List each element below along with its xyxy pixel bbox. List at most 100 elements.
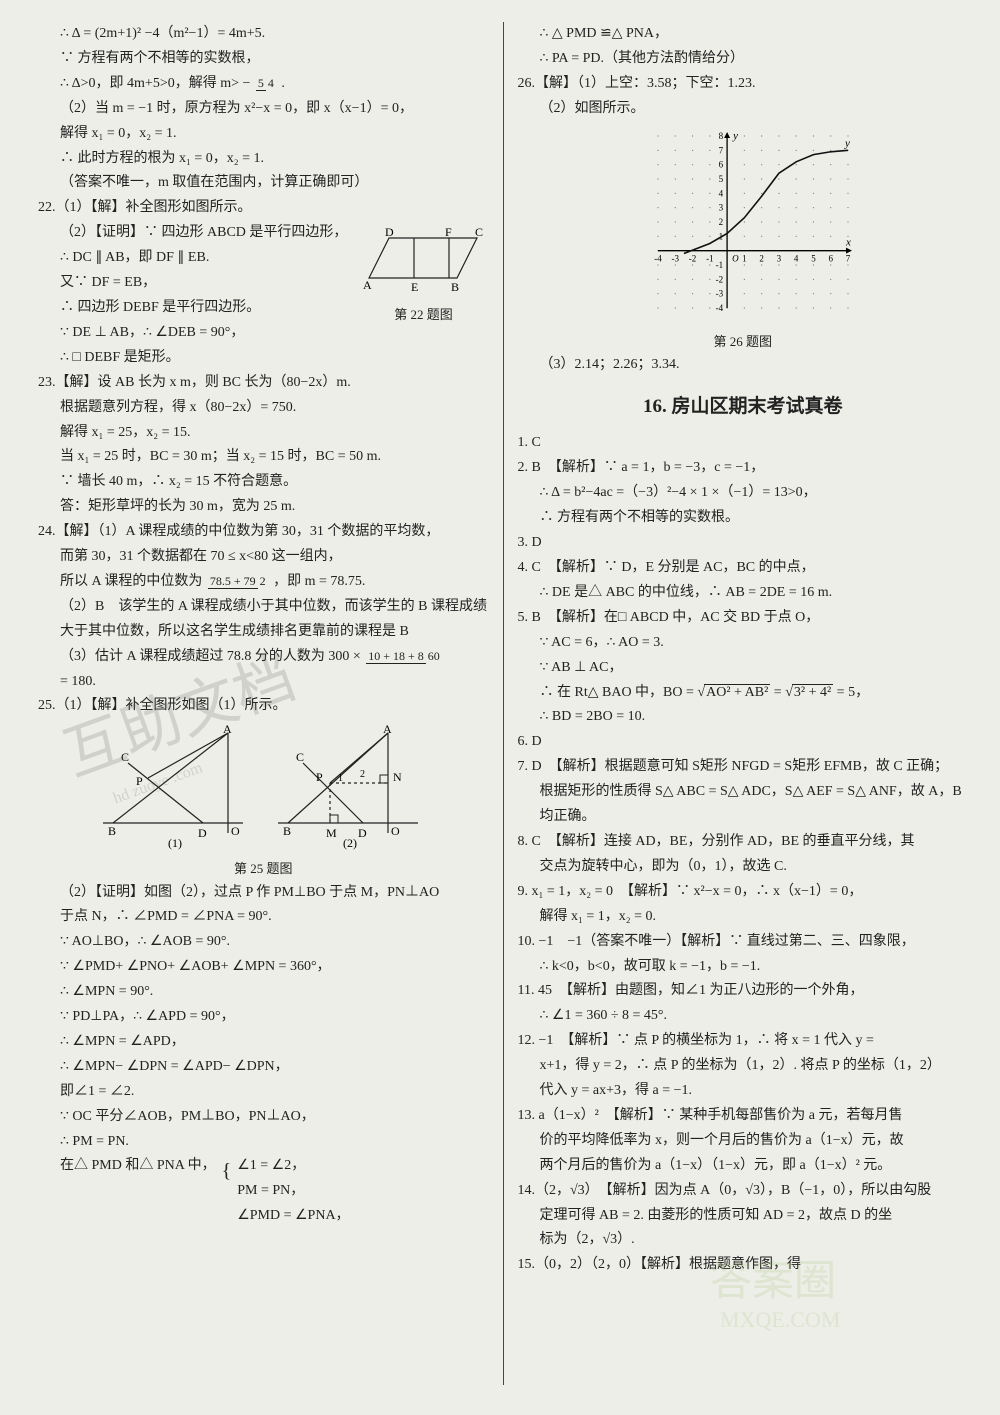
watermark: 互助文档 hd zuoye .com (56, 607, 336, 807)
text-line: 于点 N，∴ ∠PMD = ∠PNA = 90°. (38, 905, 489, 930)
column-divider (503, 22, 504, 1385)
svg-text:MXQE.COM: MXQE.COM (720, 1307, 840, 1332)
svg-text:3: 3 (776, 253, 781, 263)
answer: 3. D (518, 531, 969, 556)
answer: 2. B 【解析】∵ a = 1，b = −3，c = −1， (518, 456, 969, 481)
text-line: 而第 30，31 个数据都在 70 ≤ x<80 这一组内， (38, 545, 489, 570)
svg-text:D: D (198, 826, 207, 840)
text-line: 价的平均降低率为 x，则一个月后的售价为 a（1−x）元，故 (518, 1129, 969, 1154)
text-line: ∴ k<0，b<0，故可取 k = −1，b = −1. (518, 955, 969, 980)
svg-text:6: 6 (718, 159, 723, 169)
svg-text:B: B (451, 280, 459, 294)
figure-25-caption: 第 25 题图 (38, 857, 489, 880)
svg-text:C: C (475, 225, 483, 239)
figure-26-caption: 第 26 题图 (518, 330, 969, 353)
text-line: （答案不唯一，m 取值在范围内，计算正确即可） (38, 171, 489, 196)
svg-text:7: 7 (846, 253, 851, 263)
text-line: 解得 x₁ = 1，x₂ = 0. (518, 905, 969, 930)
svg-text:(2): (2) (343, 836, 357, 850)
answer: 10. −1 −1（答案不唯一）【解析】∵ 直线过第二、三、四象限， (518, 930, 969, 955)
fraction: 78.5 + 792 (208, 575, 268, 588)
text-line: ∴ PM = PN. (38, 1130, 489, 1155)
svg-text:y: y (732, 130, 738, 142)
sqrt-icon: AO² + AB² (697, 685, 770, 700)
text: = (774, 685, 782, 700)
text-line: 根据矩形的性质得 S△ ABC = S△ ADC，S△ AEF = S△ ANF… (518, 780, 969, 805)
text-line: ∵ AC = 6，∴ AO = 3. (518, 631, 969, 656)
answer: 5. B 【解析】在□ ABCD 中，AC 交 BD 于点 O， (518, 606, 969, 631)
svg-text:4: 4 (794, 253, 799, 263)
text-line: ∴ 在 Rt△ BAO 中，BO = AO² + AB² = 3² + 4² =… (518, 681, 969, 706)
text-line: （3）2.14；2.26；3.34. (518, 353, 969, 378)
svg-text:O: O (231, 824, 240, 838)
text-line: 当 x₁ = 25 时，BC = 30 m；当 x₂ = 15 时，BC = 5… (38, 445, 489, 470)
text-line: ∴ 此时方程的根为 x₁ = 0，x₂ = 1. (38, 147, 489, 172)
text-line: ∴ ∠1 = 360 ÷ 8 = 45°. (518, 1004, 969, 1029)
text: ，即 m = 78.75. (273, 574, 365, 589)
svg-text:8: 8 (718, 131, 723, 141)
text-line: ∴ BD = 2BO = 10. (518, 705, 969, 730)
text-line: 定理可得 AB = 2. 由菱形的性质可知 AD = 2，故点 D 的坐 (518, 1204, 969, 1229)
svg-text:-4: -4 (654, 253, 662, 263)
text-line: ∴ 方程有两个不相等的实数根。 (518, 506, 969, 531)
svg-text:B: B (108, 824, 116, 838)
svg-text:1: 1 (338, 773, 343, 784)
brace-icon: { (222, 1154, 232, 1190)
text: ∠PMD = ∠PNA， (237, 1204, 349, 1229)
text: ∠1 = ∠2， (237, 1154, 349, 1179)
svg-text:O: O (732, 253, 739, 263)
text-line: 即∠1 = ∠2. (38, 1080, 489, 1105)
text-line: ∴ ∠MPN = ∠APD， (38, 1030, 489, 1055)
text-line: ∴ Δ = b²−4ac =（−3）²−4 × 1 ×（−1）= 13>0， (518, 481, 969, 506)
svg-text:A: A (363, 278, 372, 292)
text-line: 所以 A 课程的中位数为 78.5 + 792 ，即 m = 78.75. (38, 570, 489, 595)
text: 在△ PMD 和△ PNA 中， (60, 1154, 216, 1179)
text-line: 交点为旋转中心，即为（0，1），故选 C. (518, 855, 969, 880)
svg-text:4: 4 (718, 188, 723, 198)
svg-text:-4: -4 (715, 303, 723, 313)
svg-text:x: x (845, 236, 851, 248)
text: . (281, 76, 285, 91)
text-line: 根据题意列方程，得 x（80−2x）= 750. (38, 396, 489, 421)
svg-text:M: M (326, 826, 337, 840)
text-line: ∴ ∠MPN = 90°. (38, 980, 489, 1005)
sqrt-icon: 3² + 4² (785, 685, 833, 700)
svg-text:D: D (385, 225, 394, 239)
equation-system: 在△ PMD 和△ PNA 中， { ∠1 = ∠2， PM = PN， ∠PM… (38, 1154, 489, 1229)
svg-text:F: F (445, 225, 452, 239)
svg-text:7: 7 (718, 145, 723, 155)
svg-text:y: y (844, 137, 850, 149)
svg-text:E: E (411, 280, 418, 294)
text-line: （2）【证明】如图（2），过点 P 作 PM⊥BO 于点 M，PN⊥AO (38, 881, 489, 906)
text: ∴ Δ>0，即 4m+5>0，解得 m> − (60, 76, 250, 91)
svg-text:2: 2 (759, 253, 764, 263)
svg-text:1: 1 (742, 253, 747, 263)
text-line: ∴ PA = PD.（其他方法酌情给分） (518, 47, 969, 72)
svg-text:3: 3 (718, 202, 723, 212)
text-line: 解得 x₁ = 0，x₂ = 1. (38, 122, 489, 147)
text: 所以 A 课程的中位数为 (60, 574, 202, 589)
answer: 1. C (518, 431, 969, 456)
answer: 12. −1 【解析】∵ 点 P 的横坐标为 1，∴ 将 x = 1 代入 y … (518, 1029, 969, 1054)
q23: 23.【解】设 AB 长为 x m，则 BC 长为（80−2x）m. (38, 371, 489, 396)
text-line: ∵ AO⊥BO，∴ ∠AOB = 90°. (38, 930, 489, 955)
figure-26-chart: -4-3-2-11234567-4-3-2-112345678Oyxy (518, 126, 969, 326)
text-line: ∵ OC 平分∠AOB，PM⊥BO，PN⊥AO， (38, 1105, 489, 1130)
right-column: ∴ △ PMD ≌△ PNA， ∴ PA = PD.（其他方法酌情给分） 26.… (506, 22, 981, 1385)
svg-text:-2: -2 (689, 253, 697, 263)
figure-22-caption: 第 22 题图 (359, 303, 489, 326)
text-line: （2）如图所示。 (518, 97, 969, 122)
svg-text:-1: -1 (706, 253, 714, 263)
text-line: 均正确。 (518, 805, 969, 830)
text-line: ∴ DE 是△ ABC 的中位线，∴ AB = 2DE = 16 m. (518, 581, 969, 606)
text: ∴ 在 Rt△ BAO 中，BO = (540, 685, 694, 700)
svg-text:5: 5 (811, 253, 816, 263)
text-line: 代入 y = ax+3，得 a = −1. (518, 1079, 969, 1104)
text-line: 两个月后的售价为 a（1−x）（1−x）元，即 a（1−x）² 元。 (518, 1154, 969, 1179)
fraction: 10 + 18 + 860 (366, 650, 442, 663)
svg-text:2: 2 (360, 769, 365, 780)
svg-text:B: B (283, 824, 291, 838)
answer: 8. C 【解析】连接 AD，BE，分别作 AD，BE 的垂直平分线，其 (518, 830, 969, 855)
svg-text:-2: -2 (715, 274, 723, 284)
text-line: ∵ ∠PMD+ ∠PNO+ ∠AOB+ ∠MPN = 360°， (38, 955, 489, 980)
